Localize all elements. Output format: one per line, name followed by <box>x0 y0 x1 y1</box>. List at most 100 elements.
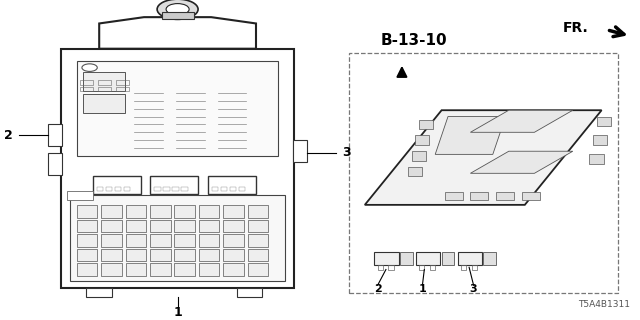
Bar <box>150 205 170 218</box>
Bar <box>248 263 268 276</box>
Bar <box>77 220 97 232</box>
Bar <box>98 80 111 85</box>
Bar <box>125 234 146 247</box>
Bar <box>125 205 146 218</box>
Bar <box>230 187 236 191</box>
Bar <box>199 234 220 247</box>
Bar <box>223 220 244 232</box>
Circle shape <box>82 64 97 71</box>
Text: 3: 3 <box>470 284 477 294</box>
Bar <box>199 249 220 261</box>
Bar <box>237 288 262 297</box>
Bar <box>98 86 111 91</box>
Bar <box>80 86 93 91</box>
Bar <box>124 187 130 191</box>
Circle shape <box>166 4 189 15</box>
Circle shape <box>157 0 198 20</box>
Bar <box>442 252 454 265</box>
Bar <box>445 192 463 200</box>
Bar <box>522 192 540 200</box>
Bar <box>208 176 256 194</box>
Bar <box>77 263 97 276</box>
Bar <box>419 265 424 269</box>
Bar <box>597 116 611 126</box>
Bar <box>115 187 121 191</box>
Bar <box>374 252 399 265</box>
Bar <box>80 80 93 85</box>
Text: FR.: FR. <box>563 21 589 35</box>
Bar <box>419 120 433 129</box>
Bar <box>174 220 195 232</box>
Bar <box>408 167 422 176</box>
Bar <box>223 263 244 276</box>
Bar <box>416 252 440 265</box>
Bar <box>430 265 435 269</box>
Bar <box>163 187 170 191</box>
Bar <box>150 263 170 276</box>
Bar <box>125 249 146 261</box>
Bar <box>199 220 220 232</box>
Bar <box>199 205 220 218</box>
Bar <box>415 135 429 145</box>
Bar <box>223 234 244 247</box>
Bar <box>101 220 122 232</box>
Text: 1: 1 <box>419 284 426 294</box>
Bar <box>172 187 179 191</box>
Bar <box>293 140 307 162</box>
Bar <box>212 187 218 191</box>
Bar <box>161 12 193 19</box>
Bar <box>125 263 146 276</box>
Bar <box>101 249 122 261</box>
Text: B-13-10: B-13-10 <box>381 33 447 48</box>
Bar <box>77 234 97 247</box>
Bar <box>248 234 268 247</box>
Bar <box>83 72 125 91</box>
Bar <box>472 265 477 269</box>
Bar <box>248 249 268 261</box>
Bar <box>223 205 244 218</box>
Bar <box>221 187 227 191</box>
Bar <box>125 220 146 232</box>
Text: 2: 2 <box>4 129 13 142</box>
Bar <box>174 263 195 276</box>
Bar <box>388 265 394 269</box>
Polygon shape <box>470 110 573 132</box>
Bar <box>458 252 482 265</box>
Bar <box>116 86 129 91</box>
Bar <box>101 234 122 247</box>
Bar <box>83 94 125 113</box>
Bar <box>223 249 244 261</box>
Text: 1: 1 <box>173 306 182 319</box>
Bar <box>181 187 188 191</box>
Bar <box>470 192 488 200</box>
Polygon shape <box>470 151 573 173</box>
Polygon shape <box>435 116 506 154</box>
Polygon shape <box>99 17 256 49</box>
Bar <box>349 53 618 293</box>
Bar <box>101 205 122 218</box>
Bar <box>77 205 97 218</box>
Polygon shape <box>365 110 602 205</box>
Bar <box>86 288 112 297</box>
Bar <box>48 124 62 147</box>
Bar <box>412 151 426 161</box>
Bar <box>174 234 195 247</box>
Bar <box>150 176 198 194</box>
Text: T5A4B1311: T5A4B1311 <box>579 300 630 309</box>
Bar <box>106 187 112 191</box>
Bar <box>101 263 122 276</box>
Bar <box>48 153 62 175</box>
Bar <box>150 220 170 232</box>
Bar <box>593 135 607 145</box>
Bar <box>150 234 170 247</box>
Bar <box>116 80 129 85</box>
Bar <box>400 252 413 265</box>
Polygon shape <box>61 49 294 288</box>
Bar <box>483 252 496 265</box>
Bar <box>174 249 195 261</box>
Bar <box>199 263 220 276</box>
Bar <box>67 191 93 200</box>
Bar <box>461 265 466 269</box>
Bar <box>589 154 604 164</box>
Bar <box>154 187 161 191</box>
